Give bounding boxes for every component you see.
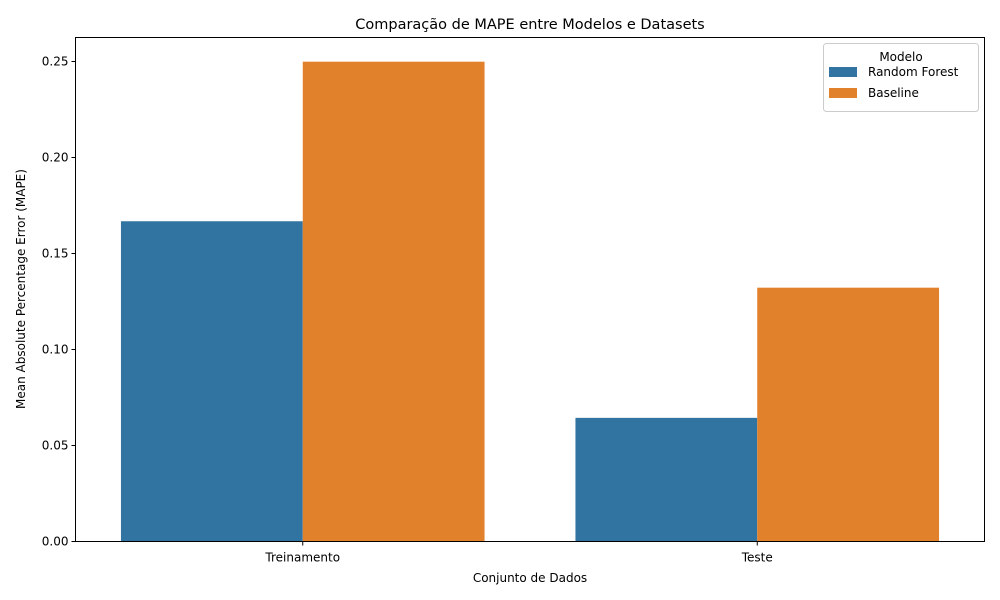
x-tick-label: Teste — [741, 551, 773, 565]
x-axis-label: Conjunto de Dados — [473, 571, 587, 585]
legend-swatch — [829, 88, 857, 98]
legend-swatch — [829, 67, 857, 77]
y-axis-ticks: 0.00 0.05 0.10 0.15 0.20 0.25 — [42, 55, 76, 549]
bar-baseline-treinamento — [302, 61, 485, 542]
bar-random-forest-treinamento — [120, 221, 303, 542]
legend-label: Random Forest — [868, 65, 959, 79]
y-tick-label: 0.15 — [42, 247, 69, 261]
y-tick-label: 0.05 — [42, 439, 69, 453]
legend-label: Baseline — [868, 86, 919, 100]
bar-baseline-teste — [757, 287, 940, 542]
legend-box — [823, 43, 979, 112]
x-axis-ticks: Treinamento Teste — [264, 541, 773, 565]
y-tick-label: 0.25 — [42, 55, 69, 69]
y-tick-label: 0.10 — [42, 343, 69, 357]
chart-title: Comparação de MAPE entre Modelos e Datas… — [355, 17, 704, 33]
y-tick-label: 0.20 — [42, 151, 69, 165]
bar-random-forest-teste — [575, 417, 758, 542]
bars-group — [120, 61, 940, 542]
plot-frame — [75, 37, 985, 542]
y-tick-label: 0.00 — [42, 535, 69, 549]
x-tick-label: Treinamento — [264, 551, 340, 565]
legend-items: Random Forest Baseline — [829, 65, 959, 100]
y-axis-label: Mean Absolute Percentage Error (MAPE) — [14, 169, 28, 409]
legend-title: Modelo — [879, 50, 922, 64]
legend: Modelo Random Forest Baseline — [823, 43, 979, 112]
